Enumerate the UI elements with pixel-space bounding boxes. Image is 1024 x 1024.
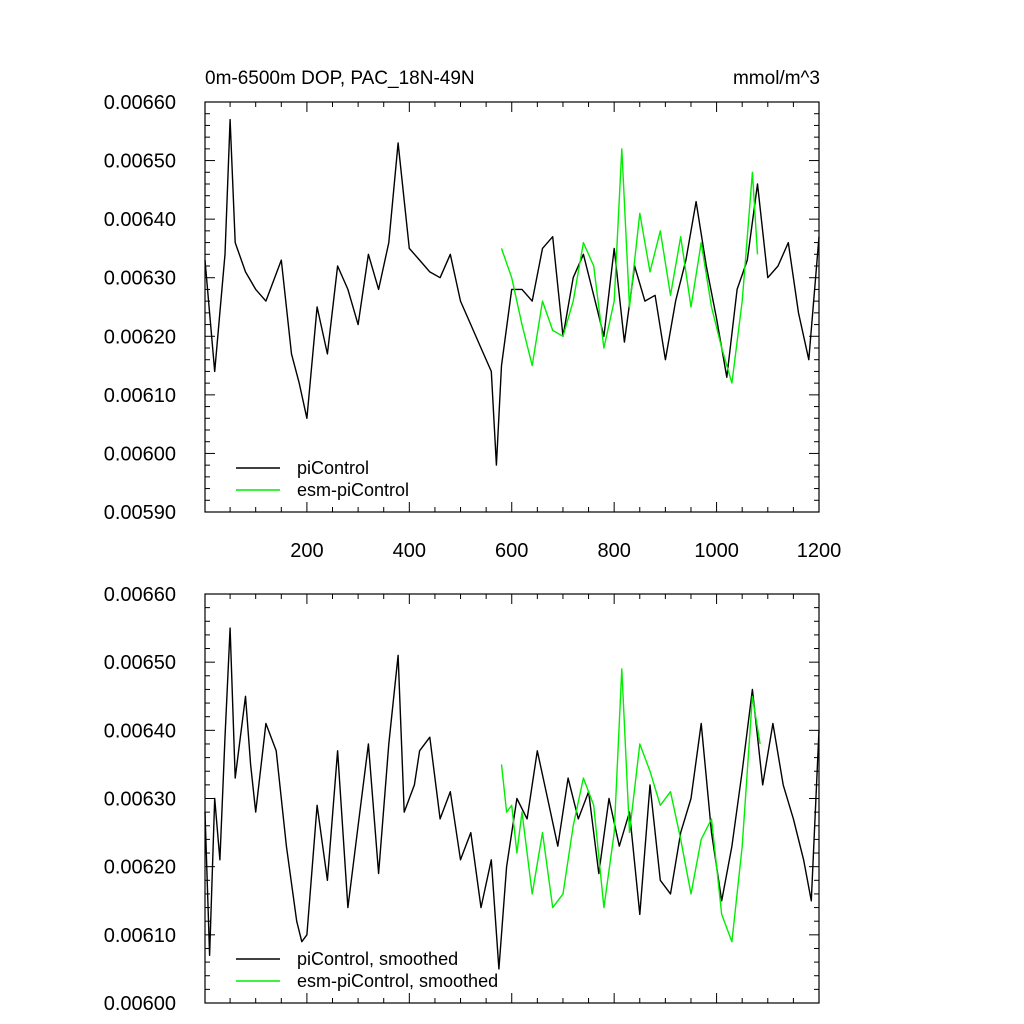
bottom-panel: 0.00600 0.00610 0.00620 0.00630 0.00640 0.006… [104,584,820,1015]
top-panel-units-label: mmol/m^3 [733,68,820,89]
top-y-tick-label: 0.00650 [104,151,176,173]
bottom-legend-label: piControl, smoothed [297,949,458,969]
bottom-y-tick-label: 0.00660 [104,584,176,606]
bottom-y-tick-label: 0.00650 [104,652,176,674]
top-series-line-esm-picontrol [500,148,759,384]
top-y-tick-label: 0.00630 [104,268,176,290]
top-y-tick-label: 0.00590 [104,502,176,524]
top-panel-title: 0m-6500m DOP, PAC_18N-49N [205,68,475,89]
bottom-y-tick-label: 0.00600 [104,993,176,1015]
bottom-y-tick-label: 0.00640 [104,720,176,742]
top-panel-plot-area: 200 400 600 800 1000 1200 0.00590 0.00600 0.0061… [104,92,842,562]
top-y-tick-label: 0.00610 [104,385,176,407]
top-y-tick-label: 0.00640 [104,209,176,231]
top-legend-label: piControl [297,458,369,478]
bottom-y-tick-label: 0.00620 [104,857,176,879]
top-series-line-picontrol [204,118,820,466]
top-x-tick-label: 800 [597,540,630,562]
bottom-panel-plot-area: 0.00600 0.00610 0.00620 0.00630 0.00640 0.006… [104,584,820,1015]
top-panel: 0m-6500m DOP, PAC_18N-49N mmol/m^3 200 40… [104,68,842,562]
top-x-tick-label: 1200 [797,540,842,562]
bottom-series-line-esm-picontrol [500,668,761,943]
top-x-tick-label: 400 [393,540,426,562]
bottom-y-tick-label: 0.00610 [104,925,176,947]
top-y-tick-label: 0.00620 [104,326,176,348]
top-x-tick-label: 200 [290,540,323,562]
bottom-y-tick-label: 0.00630 [104,789,176,811]
bottom-series-line-picontrol [204,627,820,970]
top-y-tick-label: 0.00660 [104,92,176,114]
top-legend-label: esm-piControl [297,480,409,500]
top-x-tick-label: 1000 [694,540,739,562]
bottom-legend-label: esm-piControl, smoothed [297,971,498,991]
top-x-tick-label: 600 [495,540,528,562]
top-y-tick-label: 0.00600 [104,443,176,465]
